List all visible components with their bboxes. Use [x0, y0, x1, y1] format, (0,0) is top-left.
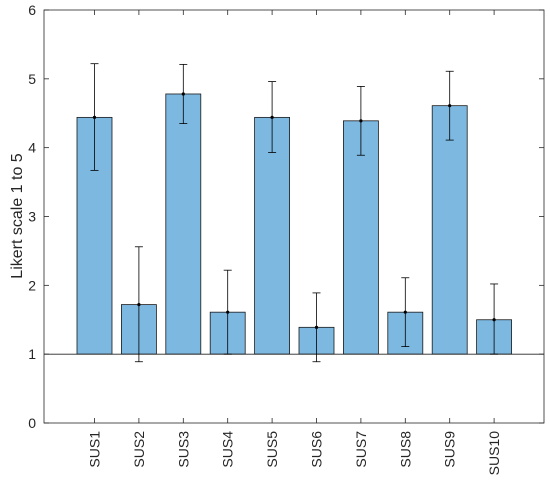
x-ticks-layer: SUS1 SUS2 SUS3 SUS4 SUS5 SUS6 SUS7 SUS8 SUS9 SUS1…: [87, 10, 502, 476]
error-bar-mean-dot: [181, 92, 185, 96]
y-tick-label: 1: [28, 346, 36, 362]
error-bar-mean-dot: [92, 115, 97, 119]
plot-frame: [43, 9, 545, 424]
x-tick-label-sus7: SUS7: [353, 431, 369, 468]
error-bars-layer: [90, 63, 499, 363]
error-bar-mean-dot: [448, 104, 452, 108]
x-tick-label-sus9: SUS9: [442, 431, 458, 468]
error-bar-sus10: [490, 283, 499, 355]
bar-sus9: [431, 105, 468, 355]
x-tick-label-sus3: SUS3: [175, 431, 191, 468]
error-bar-sus8: [401, 277, 410, 347]
error-bar-sus1: [90, 63, 99, 171]
error-bar-mean-dot: [137, 303, 141, 307]
error-bar-mean-dot: [492, 318, 496, 322]
y-axis-label: Likert scale 1 to 5: [9, 153, 26, 279]
error-bar-mean-dot: [270, 115, 274, 119]
y-tick-label: 2: [28, 277, 36, 293]
bar-sus3: [165, 93, 202, 355]
y-tick-label: 0: [28, 415, 36, 431]
x-tick-label-sus2: SUS2: [131, 431, 147, 468]
y-tick-label: 6: [28, 2, 36, 18]
x-tick-label-sus5: SUS5: [264, 431, 280, 468]
bar-sus7: [342, 120, 379, 355]
y-tick-label: 5: [28, 71, 36, 87]
error-bar-mean-dot: [403, 310, 407, 314]
error-bar-mean-dot: [226, 310, 230, 314]
axes-layer: [43, 9, 545, 424]
x-tick-label-sus10: SUS10: [486, 431, 502, 476]
x-tick-label-sus6: SUS6: [309, 431, 325, 468]
bars-layer: [76, 93, 513, 355]
error-bar-sus2: [134, 246, 143, 363]
error-bar-sus7: [356, 86, 365, 156]
error-bar-mean-dot: [314, 325, 319, 329]
bar-sus5: [254, 116, 291, 355]
y-tick-label: 3: [28, 209, 36, 225]
error-bar-mean-dot: [359, 119, 363, 123]
x-tick-label-sus8: SUS8: [397, 431, 413, 468]
error-bar-sus5: [268, 81, 277, 153]
error-bar-sus9: [445, 70, 454, 141]
error-bar-sus3: [179, 63, 188, 124]
x-tick-label-sus1: SUS1: [87, 431, 103, 468]
x-tick-label-sus4: SUS4: [220, 431, 236, 468]
error-bar-sus6: [312, 292, 321, 363]
error-bar-sus4: [223, 269, 232, 355]
y-tick-label: 4: [28, 140, 36, 156]
y-ticks-layer: 0 1 2 3 4 5 6: [28, 2, 544, 431]
